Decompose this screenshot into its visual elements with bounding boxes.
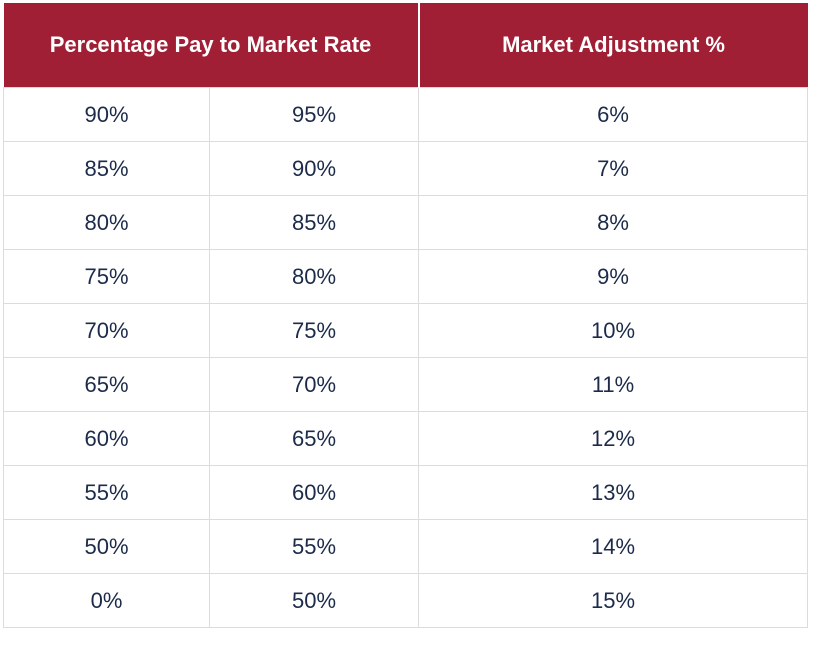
cell-pay-to: 70% [208, 357, 420, 412]
header-row: Percentage Pay to Market Rate Market Adj… [3, 3, 808, 88]
header-percentage-pay: Percentage Pay to Market Rate [3, 3, 419, 88]
cell-pay-to: 95% [208, 87, 420, 142]
table-row: 85% 90% 7% [3, 141, 809, 196]
cell-adjustment: 14% [418, 519, 809, 574]
market-adjustment-table: Percentage Pay to Market Rate Market Adj… [3, 3, 809, 628]
table-row: 75% 80% 9% [3, 249, 809, 304]
cell-pay-to: 60% [208, 465, 420, 520]
table-header: Percentage Pay to Market Rate Market Adj… [3, 3, 808, 88]
table-row: 50% 55% 14% [3, 519, 809, 574]
table-row: 70% 75% 10% [3, 303, 809, 358]
cell-pay-from: 65% [3, 357, 210, 412]
cell-adjustment: 7% [418, 141, 809, 196]
cell-adjustment: 8% [418, 195, 809, 250]
cell-pay-from: 85% [3, 141, 210, 196]
cell-adjustment: 15% [418, 573, 809, 628]
cell-pay-from: 60% [3, 411, 210, 466]
cell-pay-from: 0% [3, 573, 210, 628]
header-market-adjustment: Market Adjustment % [417, 3, 808, 88]
cell-adjustment: 12% [418, 411, 809, 466]
cell-pay-from: 55% [3, 465, 210, 520]
table-row: 0% 50% 15% [3, 573, 809, 628]
cell-adjustment: 13% [418, 465, 809, 520]
cell-pay-to: 50% [208, 573, 420, 628]
cell-pay-from: 75% [3, 249, 210, 304]
cell-pay-to: 90% [208, 141, 420, 196]
table-row: 55% 60% 13% [3, 465, 809, 520]
cell-pay-to: 55% [208, 519, 420, 574]
cell-adjustment: 6% [418, 87, 809, 142]
table-row: 80% 85% 8% [3, 195, 809, 250]
table-body: 90% 95% 6% 85% 90% 7% 80% 85% 8% 75% 80%… [3, 87, 809, 628]
table-row: 65% 70% 11% [3, 357, 809, 412]
cell-pay-from: 90% [3, 87, 210, 142]
cell-pay-from: 80% [3, 195, 210, 250]
cell-adjustment: 11% [418, 357, 809, 412]
cell-adjustment: 10% [418, 303, 809, 358]
cell-pay-to: 65% [208, 411, 420, 466]
cell-pay-from: 70% [3, 303, 210, 358]
cell-pay-to: 80% [208, 249, 420, 304]
cell-pay-from: 50% [3, 519, 210, 574]
table-row: 90% 95% 6% [3, 87, 809, 142]
cell-pay-to: 75% [208, 303, 420, 358]
cell-pay-to: 85% [208, 195, 420, 250]
table-row: 60% 65% 12% [3, 411, 809, 466]
cell-adjustment: 9% [418, 249, 809, 304]
